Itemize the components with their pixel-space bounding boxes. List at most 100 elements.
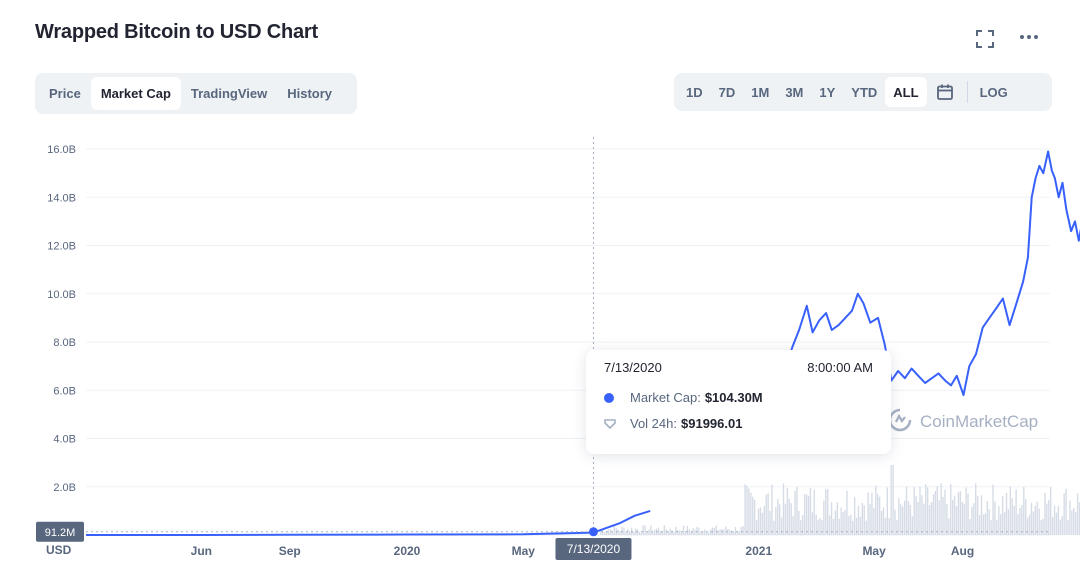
volume-bar (930, 502, 933, 535)
log-toggle[interactable]: LOG (979, 84, 1008, 100)
volume-bar (973, 503, 975, 535)
market-cap-line (751, 150, 1080, 397)
volume-bar (909, 504, 912, 535)
volume-bar (878, 496, 881, 535)
volume-bar (942, 496, 944, 535)
range-7d[interactable]: 7D (718, 84, 736, 100)
y-tick-label: 2.0B (53, 482, 76, 494)
volume-icon (604, 418, 616, 429)
tooltip-market-cap-label: Market Cap: (630, 390, 701, 405)
expand-icon[interactable] (974, 28, 996, 50)
volume-bar (998, 506, 1000, 535)
volume-bar (755, 520, 758, 535)
volume-bar (873, 508, 875, 535)
market-cap-line (86, 509, 651, 536)
volume-bar (803, 494, 806, 535)
tab-market-cap[interactable]: Market Cap (90, 77, 181, 110)
volume-bar (969, 519, 971, 535)
volume-bar (882, 507, 885, 535)
volume-bar (782, 483, 785, 535)
range-divider (966, 81, 968, 103)
calendar-icon (936, 84, 953, 100)
volume-bar (1076, 493, 1079, 535)
volume-bar (827, 488, 829, 535)
volume-bar (838, 518, 840, 535)
volume-bar (900, 504, 902, 535)
tab-price[interactable]: Price (49, 86, 81, 101)
volume-bar (744, 484, 746, 535)
volume-bar (680, 532, 683, 535)
volume-bar (1040, 519, 1042, 535)
volume-bar (915, 495, 917, 535)
volume-bar (709, 529, 712, 535)
volume-bar (842, 512, 844, 535)
volume-bar (978, 515, 981, 535)
volume-bar (788, 498, 790, 535)
volume-bar (654, 529, 656, 535)
tooltip-date: 7/13/2020 (604, 360, 662, 375)
volume-bar (794, 490, 796, 535)
range-1d[interactable]: 1D (686, 84, 703, 100)
watermark-text: CoinMarketCap (920, 412, 1038, 431)
volume-bar (640, 532, 642, 535)
volume-bar (867, 492, 869, 535)
volume-bar (825, 489, 827, 535)
volume-bar (1017, 514, 1019, 535)
volume-bar (832, 519, 835, 535)
tab-tradingview[interactable]: TradingView (190, 86, 268, 101)
volume-bar (896, 519, 898, 535)
volume-bar (736, 531, 739, 535)
volume-bar (1057, 506, 1060, 535)
volume-bar (600, 529, 602, 535)
volume-bar (646, 532, 648, 535)
volume-bar (948, 518, 950, 535)
volume-bar (650, 525, 652, 535)
volume-bar (1055, 512, 1058, 535)
y-tick-label: 8.0B (53, 337, 76, 349)
volume-bar (855, 517, 858, 535)
volume-bar (940, 483, 942, 535)
more-icon[interactable] (1018, 26, 1040, 48)
volume-bar (761, 512, 764, 535)
x-tick-label: 2021 (745, 544, 772, 558)
volume-bar (1000, 514, 1002, 535)
volume-bar (634, 528, 637, 535)
range-3m[interactable]: 3M (785, 84, 804, 100)
range-ytd[interactable]: YTD (851, 84, 878, 100)
volume-bar (1036, 501, 1038, 535)
y-value-badge (36, 521, 84, 542)
volume-bar (1065, 488, 1067, 535)
volume-bar (1063, 493, 1065, 535)
tooltip-volume-value: $91996.01 (681, 416, 743, 431)
range-1m[interactable]: 1M (751, 84, 770, 100)
volume-bar (1042, 518, 1044, 535)
hover-point (588, 527, 598, 537)
market-cap-chart[interactable]: CoinMarketCap 91.2M 7/13/2020 16.0B 14.0B 1… (0, 125, 1080, 567)
volume-bar (957, 492, 960, 535)
range-1y[interactable]: 1Y (819, 84, 836, 100)
volume-bar (692, 528, 694, 535)
volume-bar (679, 530, 681, 535)
volume-bar (1013, 505, 1015, 535)
volume-bar (1044, 492, 1046, 535)
volume-bar (738, 530, 740, 535)
volume-bar (673, 531, 675, 535)
volume-bar (848, 515, 850, 535)
volume-bar (840, 507, 842, 535)
volume-bar (717, 530, 719, 535)
volume-bar (913, 486, 915, 535)
volume-bar (686, 525, 689, 535)
calendar-button[interactable] (927, 77, 963, 107)
volume-bar (684, 531, 687, 535)
tab-history[interactable]: History (287, 86, 333, 101)
volume-bar (950, 484, 952, 535)
x-tick-label: Sep (279, 544, 301, 558)
volume-bar (946, 504, 948, 535)
volume-bar (932, 494, 935, 535)
range-all[interactable]: ALL (885, 77, 927, 107)
volume-bar (725, 526, 727, 535)
volume-bar (767, 492, 769, 535)
volume-bar (796, 486, 798, 535)
x-tick-label: May (512, 544, 536, 558)
volume-bar (1026, 517, 1029, 535)
